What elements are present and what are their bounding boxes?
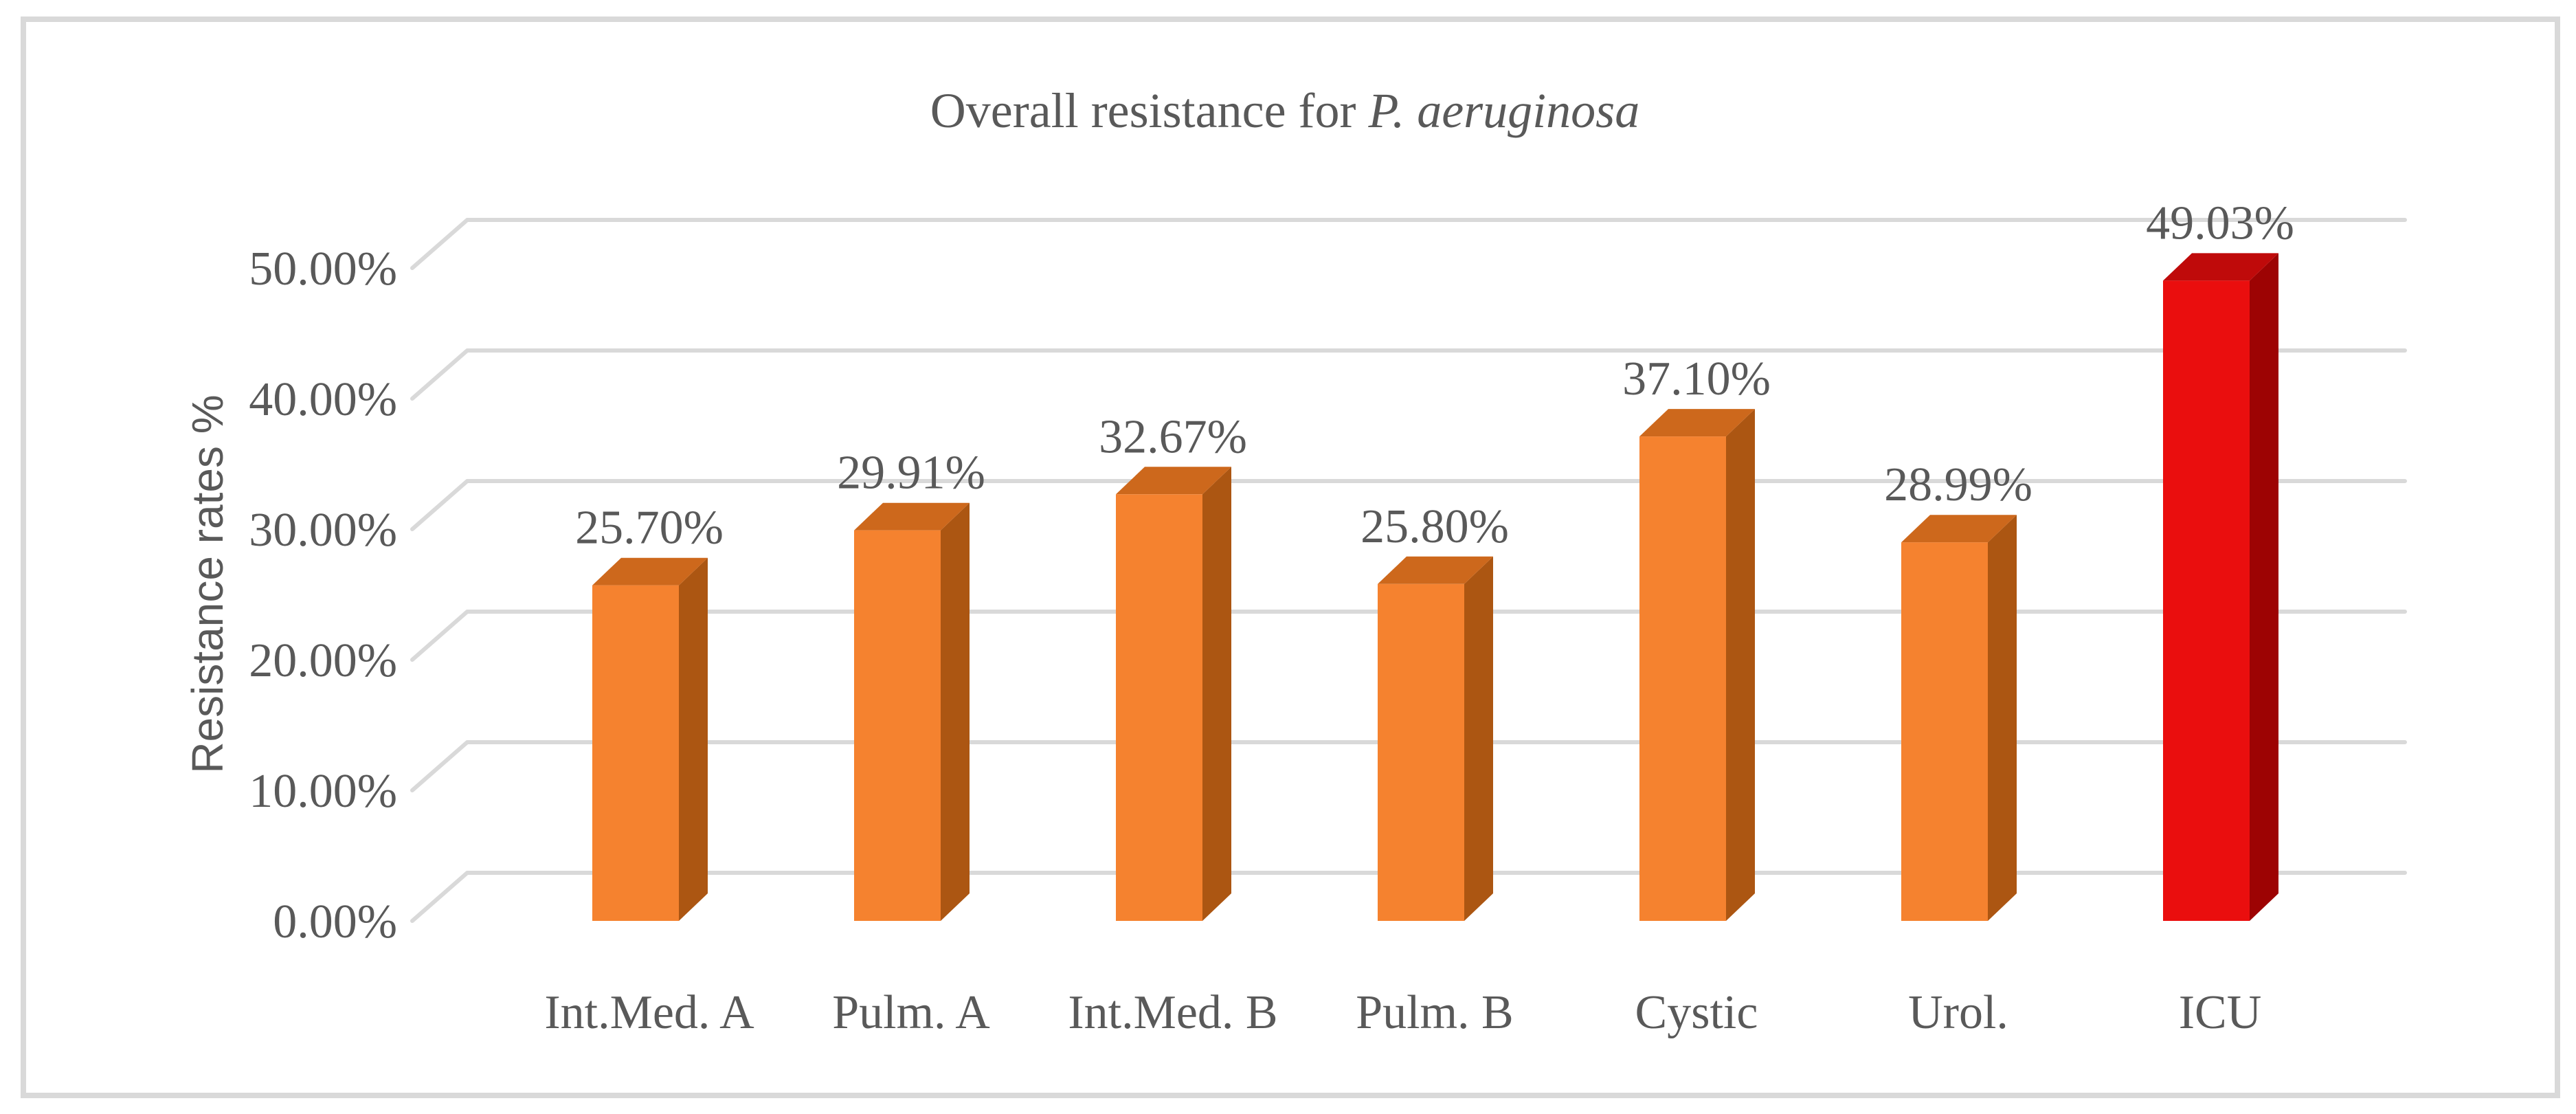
gridline-0 [410, 871, 2407, 923]
bar-int-med-b-front-face [1116, 494, 1202, 921]
bar-pulm-b-top-face [1378, 556, 1493, 584]
bar-pulm-a [854, 502, 970, 921]
gridline-10 [410, 740, 2407, 792]
y-tick-label-20.00pct: 20.00% [249, 634, 397, 687]
category-label-cystic: Cystic [1635, 986, 1758, 1039]
y-tick-label-50.00pct: 50.00% [249, 243, 397, 296]
data-label-pulm-a: 29.91% [837, 447, 985, 500]
bar-pulm-a-side-face [941, 502, 970, 921]
bar-icu [2163, 253, 2278, 921]
bar-cystic-side-face [1726, 409, 1755, 921]
bar-pulm-b-front-face [1378, 583, 1464, 921]
chart-title-prefix: Overall resistance for [930, 83, 1369, 138]
data-label-urol: 28.99% [1884, 458, 2032, 511]
data-labels-group: 25.70% 29.91% 32.67% 25.80% 37.10% 28.99% 49.0… [575, 197, 2294, 554]
gridlines-group [410, 218, 2407, 923]
bar-int-med-a [592, 557, 708, 921]
bar-pulm-b-side-face [1464, 556, 1493, 921]
bar-icu-front-face [2163, 280, 2250, 921]
gridline-30 [410, 479, 2407, 531]
category-label-int-med-b: Int.Med. B [1068, 986, 1277, 1039]
gridline-20 [410, 610, 2407, 662]
bar-int-med-b [1116, 467, 1231, 921]
category-label-pulm-b: Pulm. B [1356, 986, 1514, 1039]
chart-frame-border [21, 16, 2560, 1098]
bar-pulm-b [1378, 556, 1493, 921]
bar-cystic-top-face [1639, 409, 1755, 437]
data-label-int-med-a: 25.70% [575, 502, 724, 555]
bar-urol-front-face [1901, 542, 1988, 921]
bar-cystic [1639, 409, 1755, 921]
category-axis-labels: Int.Med. A Pulm. A Int.Med. B Pulm. B Cystic… [544, 986, 2261, 1039]
bar-urol-top-face [1901, 515, 2017, 543]
y-tick-label-30.00pct: 30.00% [249, 504, 397, 557]
category-label-icu: ICU [2179, 986, 2262, 1039]
y-axis-title: Resistance rates % [183, 394, 232, 773]
bar-int-med-b-top-face [1116, 467, 1231, 495]
category-label-pulm-a: Pulm. A [832, 986, 990, 1039]
bar-int-med-a-front-face [592, 585, 679, 921]
category-label-int-med-a: Int.Med. A [544, 986, 754, 1039]
bar-cystic-front-face [1639, 436, 1726, 921]
bar-pulm-a-front-face [854, 530, 941, 921]
bar-int-med-b-side-face [1202, 467, 1231, 921]
y-tick-label-0.00pct: 0.00% [273, 895, 397, 948]
bar-urol-side-face [1988, 515, 2017, 921]
bar-int-med-a-top-face [592, 557, 708, 586]
y-tick-label-40.00pct: 40.00% [249, 373, 397, 426]
gridline-40 [410, 348, 2407, 401]
y-tick-label-10.00pct: 10.00% [249, 765, 397, 818]
chart-title-italic-species: P. aeruginosa [1368, 83, 1640, 138]
bar-pulm-a-top-face [854, 502, 970, 531]
data-label-pulm-b: 25.80% [1360, 500, 1509, 553]
bar-icu-top-face [2163, 253, 2278, 281]
bar-int-med-a-side-face [679, 557, 708, 921]
bar-urol [1901, 515, 2017, 921]
data-label-cystic: 37.10% [1622, 353, 1771, 405]
data-label-int-med-b: 32.67% [1099, 410, 1247, 463]
data-label-icu: 49.03% [2146, 197, 2294, 249]
bar-icu-side-face [2250, 253, 2278, 921]
y-axis-tick-labels: 0.00% 10.00% 20.00% 30.00% 40.00% 50.00% [249, 243, 397, 948]
bars-group [592, 253, 2278, 921]
chart-title: Overall resistance for P. aeruginosa [930, 83, 1639, 138]
category-label-urol: Urol. [1908, 986, 2008, 1039]
gridline-50 [410, 218, 2407, 270]
